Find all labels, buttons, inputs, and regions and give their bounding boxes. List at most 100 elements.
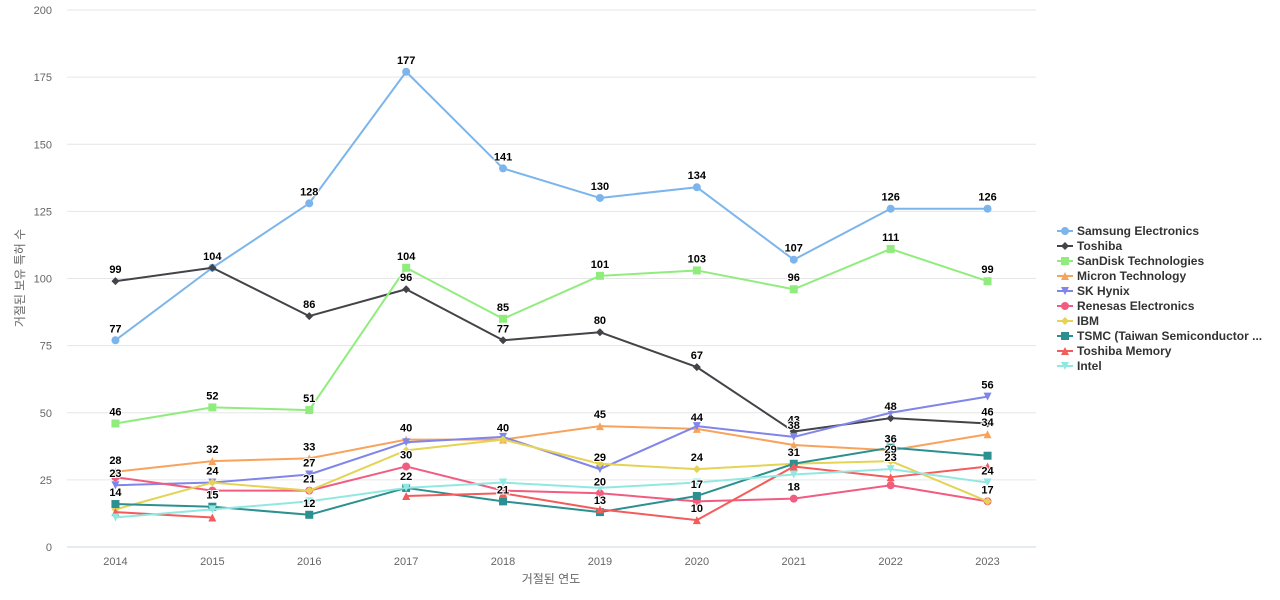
y-tick-label: 200 bbox=[34, 5, 52, 17]
legend-label: SK Hynix bbox=[1077, 284, 1130, 298]
legend-item[interactable]: Toshiba bbox=[1057, 239, 1122, 253]
data-point bbox=[305, 486, 314, 495]
data-point bbox=[692, 266, 701, 275]
data-label: 34 bbox=[981, 417, 994, 429]
data-point bbox=[983, 497, 992, 506]
legend-marker bbox=[1061, 287, 1069, 295]
data-point bbox=[789, 440, 798, 449]
data-point bbox=[111, 277, 120, 286]
legend-item[interactable]: Intel bbox=[1057, 359, 1102, 373]
data-label: 104 bbox=[203, 251, 222, 263]
series-line bbox=[114, 247, 989, 425]
series-line bbox=[114, 465, 989, 503]
y-tick-label: 50 bbox=[40, 408, 52, 420]
data-point bbox=[692, 183, 701, 192]
legend-item[interactable]: TSMC (Taiwan Semiconductor ... bbox=[1057, 329, 1262, 343]
data-point bbox=[886, 465, 895, 474]
legend-item[interactable]: Renesas Electronics bbox=[1057, 299, 1195, 313]
data-point bbox=[595, 489, 604, 498]
data-label: 104 bbox=[397, 251, 416, 263]
legend-label: SanDisk Technologies bbox=[1077, 254, 1204, 268]
series-line bbox=[114, 438, 989, 511]
series-line bbox=[114, 468, 989, 519]
x-tick-label: 2017 bbox=[394, 556, 418, 568]
data-label: 24 bbox=[206, 466, 219, 478]
legend-item[interactable]: Samsung Electronics bbox=[1057, 224, 1199, 238]
data-point bbox=[402, 483, 411, 492]
data-point bbox=[983, 419, 992, 428]
data-label: 17 bbox=[691, 479, 703, 491]
data-point bbox=[595, 483, 604, 492]
data-label: 32 bbox=[206, 444, 218, 456]
data-label: 24 bbox=[206, 466, 219, 478]
data-point bbox=[402, 67, 411, 76]
data-point bbox=[886, 414, 895, 423]
data-point bbox=[305, 470, 314, 479]
legend-item[interactable]: Toshiba Memory bbox=[1057, 344, 1172, 358]
data-label: 30 bbox=[400, 449, 412, 461]
series-line bbox=[114, 395, 989, 487]
data-label: 46 bbox=[109, 406, 121, 418]
data-label: 107 bbox=[785, 243, 803, 255]
series-line bbox=[114, 425, 989, 473]
data-point bbox=[789, 470, 798, 479]
data-point bbox=[692, 478, 701, 487]
data-label: 128 bbox=[300, 186, 318, 198]
legend-item[interactable]: SanDisk Technologies bbox=[1057, 254, 1204, 268]
data-label: 14 bbox=[109, 487, 122, 499]
data-point bbox=[595, 459, 604, 468]
data-point bbox=[305, 454, 314, 463]
data-point bbox=[499, 164, 508, 173]
data-label: 44 bbox=[691, 412, 704, 424]
data-label: 27 bbox=[303, 458, 315, 470]
data-point bbox=[983, 430, 992, 439]
data-point bbox=[886, 457, 895, 466]
x-tick-label: 2020 bbox=[685, 556, 709, 568]
data-point bbox=[499, 336, 508, 345]
data-point bbox=[886, 481, 895, 490]
data-label: 85 bbox=[497, 302, 509, 314]
series-line bbox=[114, 465, 989, 522]
data-point bbox=[402, 285, 411, 294]
series-4 bbox=[111, 392, 992, 490]
legend-item[interactable]: Micron Technology bbox=[1057, 269, 1186, 283]
y-tick-label: 150 bbox=[34, 139, 52, 151]
series-3 bbox=[111, 422, 992, 476]
series-line bbox=[114, 446, 989, 516]
data-point bbox=[886, 204, 895, 213]
data-point bbox=[208, 263, 217, 272]
legend-item[interactable]: IBM bbox=[1057, 314, 1099, 328]
data-point bbox=[499, 435, 508, 444]
data-label: 15 bbox=[206, 490, 218, 502]
data-point bbox=[402, 491, 411, 500]
data-point bbox=[111, 419, 120, 428]
data-point bbox=[305, 497, 314, 506]
data-point bbox=[789, 432, 798, 441]
data-point bbox=[692, 422, 701, 431]
data-label: 17 bbox=[981, 484, 993, 496]
data-label: 80 bbox=[594, 315, 606, 327]
legend-label: TSMC (Taiwan Semiconductor ... bbox=[1077, 329, 1262, 343]
data-point bbox=[886, 244, 895, 253]
data-label: 56 bbox=[981, 380, 993, 392]
data-point bbox=[983, 392, 992, 401]
legend-marker bbox=[1061, 317, 1069, 325]
legend-label: Toshiba bbox=[1077, 239, 1122, 253]
legend-label: Renesas Electronics bbox=[1077, 299, 1195, 313]
data-label: 21 bbox=[303, 474, 315, 486]
data-labels: 77 104 128 177 141 130 134 107 126 126 99 86 96 77 80 6… bbox=[108, 54, 997, 516]
data-point bbox=[983, 478, 992, 487]
data-point bbox=[886, 443, 895, 452]
data-label: 111 bbox=[882, 232, 899, 244]
series-group bbox=[111, 67, 992, 525]
data-point bbox=[789, 494, 798, 503]
data-label: 77 bbox=[497, 323, 509, 335]
y-tick-label: 0 bbox=[46, 542, 52, 554]
data-point bbox=[305, 199, 314, 208]
legend-item[interactable]: SK Hynix bbox=[1057, 284, 1130, 298]
x-tick-label: 2018 bbox=[491, 556, 515, 568]
data-point bbox=[111, 513, 120, 522]
data-label: 99 bbox=[981, 264, 993, 276]
data-label: 23 bbox=[885, 452, 897, 464]
